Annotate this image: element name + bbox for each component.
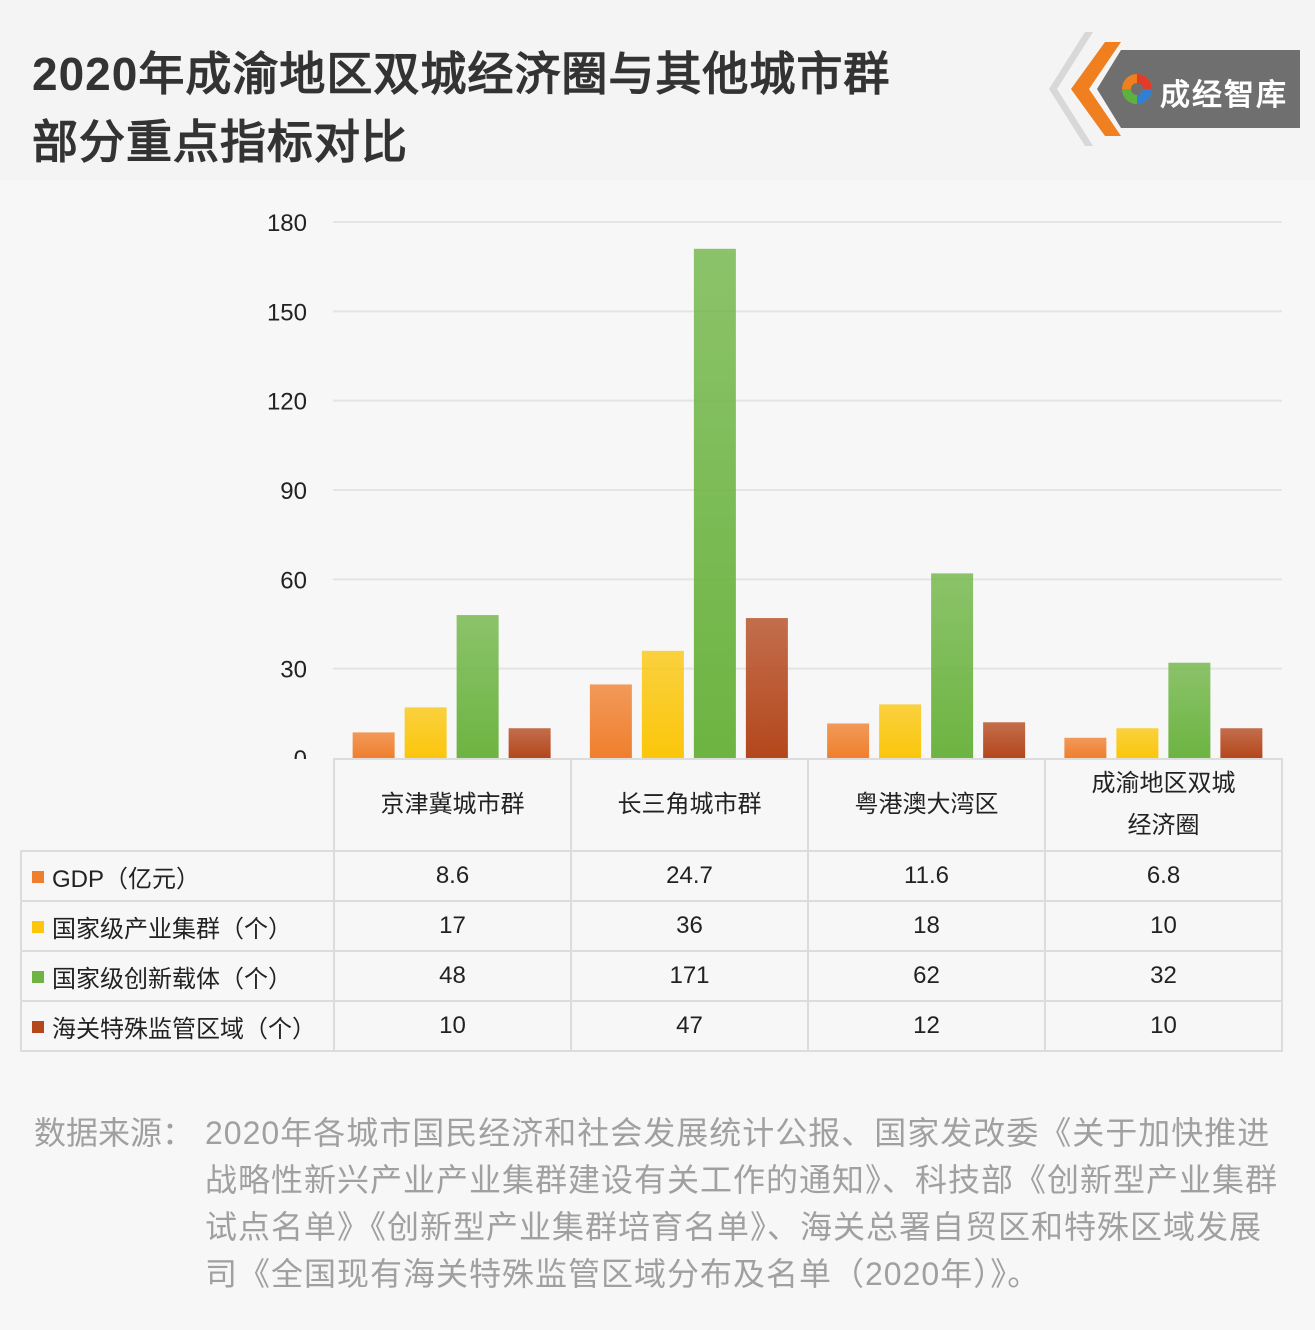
series-name: 国家级产业集群（个） — [52, 915, 292, 943]
brand-chevron-outline — [1049, 32, 1093, 146]
bar — [693, 248, 736, 759]
brand-name: 成经智库 — [1160, 79, 1288, 112]
data-value: 10 — [1044, 1000, 1283, 1052]
brand-chevron-gray — [1097, 50, 1300, 128]
category-label: 成渝地区双城 经济圈 — [1044, 758, 1283, 852]
data-value: 36 — [570, 900, 809, 952]
category-label-line: 京津冀城市群 — [380, 791, 525, 818]
source-label: 数据来源： — [34, 1115, 195, 1151]
y-tick-label: 180 — [267, 210, 307, 237]
data-value: 11.6 — [807, 850, 1046, 902]
category-label-line: 成渝地区双城 — [1091, 770, 1236, 797]
data-value: 171 — [570, 950, 809, 1002]
table-row: GDP（亿元） 8.6 24.7 11.6 6.8 — [20, 850, 1283, 902]
gridlines — [333, 221, 1282, 670]
page-title-line-1: 2020年成渝地区双城经济圈与其他城市群 — [32, 48, 891, 100]
bars — [352, 248, 1263, 759]
table-row: 海关特殊监管区域（个） 10 47 12 10 — [20, 1000, 1283, 1052]
page-title-line-2: 部分重点指标对比 — [32, 116, 408, 168]
category-label-line: 粤港澳大湾区 — [854, 791, 999, 818]
bar — [1168, 662, 1211, 758]
data-value: 18 — [807, 900, 1046, 952]
y-tick-label: 60 — [280, 567, 307, 594]
series-name-cell: 国家级产业集群（个） — [20, 900, 335, 952]
data-value: 32 — [1044, 950, 1283, 1002]
data-value: 17 — [333, 900, 572, 952]
bar — [1220, 728, 1263, 758]
data-value: 6.8 — [1044, 850, 1283, 902]
bar — [1064, 737, 1107, 758]
bar — [589, 684, 632, 758]
category-label: 京津冀城市群 — [333, 758, 572, 852]
bar — [827, 723, 870, 758]
legend-swatch — [32, 970, 44, 983]
table-header-row: 京津冀城市群 长三角城市群 粤港澳大湾区 成渝地区双城 经济圈 — [21, 758, 1283, 852]
y-tick-label: 90 — [280, 478, 307, 505]
y-tick-label: 120 — [267, 389, 307, 416]
data-value: 12 — [807, 1000, 1046, 1052]
data-table: 京津冀城市群 长三角城市群 粤港澳大湾区 成渝地区双城 经济圈 GDP（亿元） 8.6 24.… — [20, 758, 1283, 1052]
header-band: 2020年成渝地区双城经济圈与其他城市群 部分重点指标对比 — [0, 0, 1315, 180]
legend-swatch — [32, 920, 44, 933]
data-value: 47 — [570, 1000, 809, 1052]
table-corner — [21, 759, 335, 852]
bar — [352, 732, 395, 758]
data-value: 48 — [333, 950, 572, 1002]
series-name: 海关特殊监管区域（个） — [52, 1015, 316, 1043]
category-label: 粤港澳大湾区 — [807, 758, 1046, 852]
brand-badge — [1049, 32, 1300, 146]
data-value: 62 — [807, 950, 1046, 1002]
data-value: 8.6 — [333, 850, 572, 902]
table-row: 国家级产业集群（个） 17 36 18 10 — [20, 900, 1283, 952]
bar — [745, 618, 788, 758]
bar — [931, 573, 974, 758]
series-name-cell: 海关特殊监管区域（个） — [20, 1000, 335, 1052]
series-name: 国家级创新载体（个） — [52, 965, 292, 993]
category-label-line: 长三角城市群 — [617, 791, 762, 818]
category-label: 长三角城市群 — [570, 758, 809, 852]
category-label-line: 经济圈 — [1127, 812, 1200, 839]
data-value: 10 — [1044, 900, 1283, 952]
bar — [1116, 728, 1159, 758]
bar — [879, 704, 922, 758]
series-name: GDP（亿元） — [52, 865, 201, 893]
legend-swatch — [32, 870, 44, 883]
series-name-cell: 国家级创新载体（个） — [20, 950, 335, 1002]
series-name-cell: GDP（亿元） — [20, 850, 335, 902]
table-row: 国家级创新载体（个） 48 171 62 32 — [20, 950, 1283, 1002]
bar — [456, 615, 499, 758]
bar — [404, 707, 447, 758]
y-tick-label: 30 — [280, 657, 307, 684]
y-tick-label: 150 — [267, 299, 307, 326]
bar — [508, 728, 551, 758]
bar — [983, 722, 1026, 758]
legend-swatch — [32, 1020, 44, 1033]
data-value: 10 — [333, 1000, 572, 1052]
bar — [641, 650, 684, 758]
source-text: 2020年各城市国民经济和社会发展统计公报、国家发改委《关于加快推进战略性新兴产… — [205, 1115, 1279, 1292]
brand-chevron-orange — [1071, 42, 1121, 136]
data-value: 24.7 — [570, 850, 809, 902]
